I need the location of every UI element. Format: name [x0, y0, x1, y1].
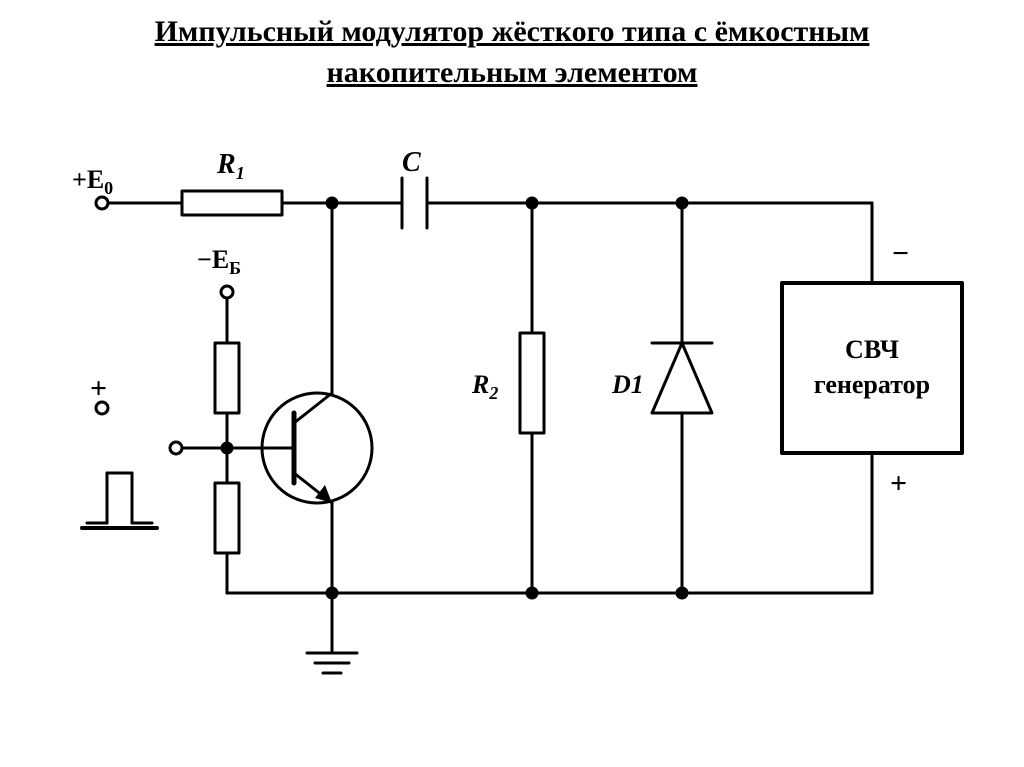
title-line-2: накопительным элементом — [327, 56, 698, 89]
circuit-schematic: +E0 −EБ + R1 C R2 D1 − + СВЧ генератор — [32, 93, 992, 733]
eb-terminal — [221, 286, 233, 298]
bias-resistor-lower — [215, 483, 239, 553]
transistor-emitter-arrow — [315, 485, 332, 503]
pulse-icon — [82, 473, 157, 528]
label-plus2: + — [890, 467, 907, 500]
title-line-1: Импульсный модулятор жёсткого типа с ёмк… — [155, 15, 870, 48]
label-plus: + — [90, 372, 107, 405]
e0-terminal — [96, 197, 108, 209]
label-d1: D1 — [611, 370, 644, 399]
r2-resistor — [520, 333, 544, 433]
label-eb: −EБ — [197, 245, 241, 278]
diode-triangle — [652, 343, 712, 413]
r1-resistor — [182, 191, 282, 215]
label-r1: R1 — [216, 149, 245, 183]
bias-resistor-upper — [215, 343, 239, 413]
label-minus: − — [892, 237, 909, 270]
label-r2: R2 — [471, 370, 498, 403]
pulse-input-terminal — [170, 442, 182, 454]
svch-generator-box — [782, 283, 962, 453]
label-e0: +E0 — [72, 165, 113, 198]
svch-label-1: СВЧ — [845, 335, 899, 364]
page-title: Импульсный модулятор жёсткого типа с ёмк… — [0, 0, 1024, 93]
svch-label-2: генератор — [814, 370, 930, 399]
label-c: C — [402, 147, 421, 178]
